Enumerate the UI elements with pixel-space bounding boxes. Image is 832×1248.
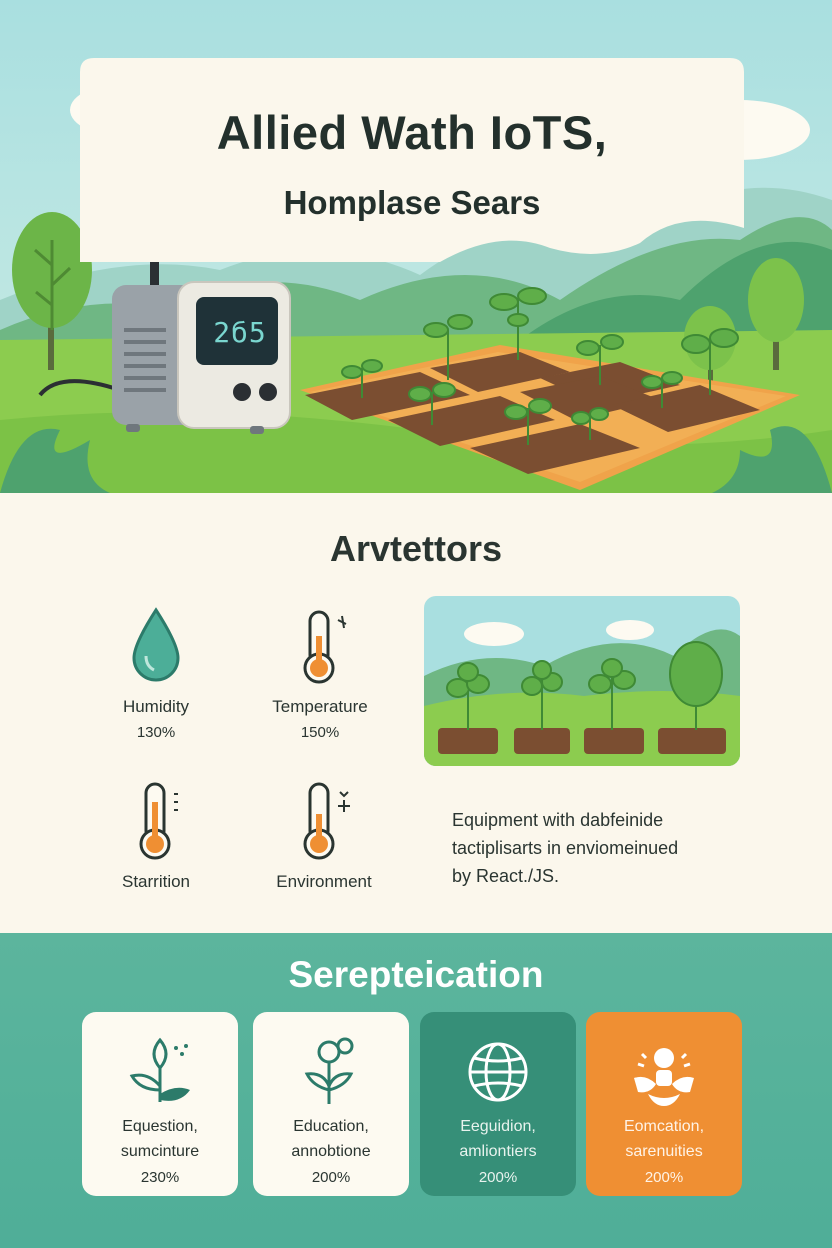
- description-line: tactiplisarts in enviomeinued: [452, 838, 679, 858]
- sprout-icon: [129, 1037, 190, 1102]
- applications-heading: Serepteication: [288, 954, 544, 995]
- metric-label: Temperature: [272, 697, 368, 716]
- page-title: Allied Wath IoTS,: [216, 106, 608, 159]
- application-card: Eeguidion, amliontiers 200%: [420, 1012, 576, 1196]
- metric-label: Humidity: [122, 697, 190, 716]
- metric-temperature: Temperature 150%: [250, 606, 390, 746]
- description-line: by React./JS.: [452, 866, 560, 886]
- metric-environment: Environment: [254, 780, 394, 891]
- device-readout: 2б5: [213, 316, 267, 349]
- card-subtitle: sarenuities: [625, 1143, 703, 1160]
- metric-label: Environment: [276, 872, 372, 891]
- metric-label: Starrition: [121, 872, 191, 891]
- title-card-background: [80, 58, 744, 262]
- thermometer-icon: [303, 610, 347, 684]
- metrics-heading: Arvtettors: [329, 528, 503, 569]
- card-value: 200%: [478, 1169, 518, 1186]
- application-card: Education, annobtione 200%: [253, 1012, 409, 1196]
- metric-value: 150%: [300, 724, 340, 741]
- people-hands-icon: [634, 1048, 694, 1106]
- metric-value: 130%: [136, 724, 176, 741]
- metric-starrition: Starrition: [86, 780, 226, 891]
- card-value: 200%: [644, 1169, 684, 1186]
- thermometer-icon: [303, 782, 350, 860]
- card-subtitle: sumcinture: [120, 1143, 200, 1160]
- flower-icon: [304, 1037, 354, 1104]
- card-subtitle: amliontiers: [459, 1143, 537, 1160]
- card-title: Equestion,: [122, 1118, 198, 1135]
- description-text: Equipment with dabfeinide tactiplisarts …: [452, 806, 752, 890]
- application-card: Eomcation, sarenuities 200%: [586, 1012, 742, 1196]
- seedlings-image: [424, 596, 740, 766]
- card-value: 200%: [311, 1169, 351, 1186]
- page-subtitle: Homplase Sears: [283, 184, 541, 221]
- metric-humidity: Humidity 130%: [86, 606, 226, 746]
- hero-banner: Allied Wath IoTS, Homplase Sears 2б5: [0, 0, 832, 493]
- card-title: Eomcation,: [623, 1118, 705, 1135]
- card-title: Eeguidion,: [460, 1118, 536, 1135]
- garden-beds-illustration: [424, 596, 740, 766]
- card-title: Education,: [293, 1118, 369, 1135]
- card-subtitle: annobtione: [291, 1143, 371, 1160]
- card-value: 230%: [140, 1169, 180, 1186]
- title-card: Allied Wath IoTS, Homplase Sears: [80, 58, 744, 262]
- application-card: Equestion, sumcinture 230%: [82, 1012, 238, 1196]
- garden-scene-illustration: [0, 82, 832, 493]
- description-line: Equipment with dabfeinide: [452, 810, 664, 830]
- water-drop-icon: [132, 607, 180, 682]
- thermometer-icon: [139, 782, 178, 860]
- globe-icon: [468, 1042, 528, 1102]
